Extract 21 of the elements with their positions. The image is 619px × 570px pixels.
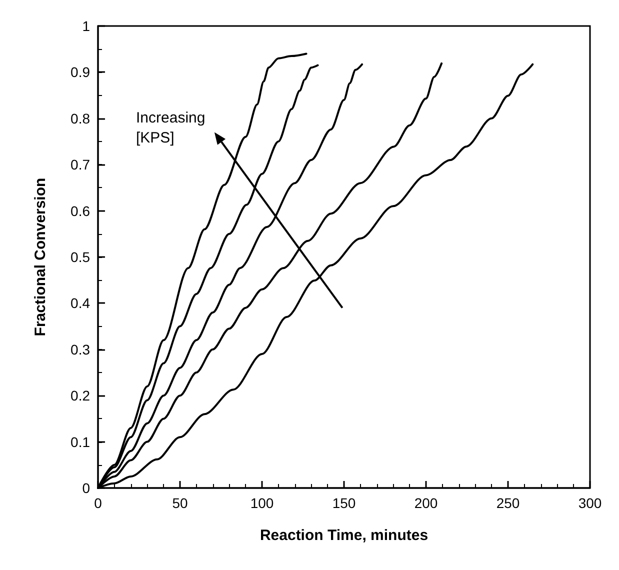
x-tick-label: 0 [94,495,102,511]
y-tick-label: 0.9 [70,64,90,80]
x-tick-label: 250 [496,495,520,511]
x-tick-label: 300 [578,495,602,511]
x-tick-label: 150 [332,495,356,511]
y-tick-label: 0.1 [70,434,90,450]
y-tick-label: 0.5 [70,249,90,265]
y-tick-label: 0 [82,480,90,496]
x-axis-title: Reaction Time, minutes [260,527,428,544]
x-tick-label: 50 [172,495,188,511]
y-tick-label: 0.4 [70,295,90,312]
annotation: Increasing [KPS] [136,110,206,146]
y-tick-label: 0.6 [70,202,90,219]
y-tick-label: 0.3 [70,341,90,358]
x-tick-label: 200 [414,495,438,511]
y-tick-label: 0.7 [70,156,90,173]
y-tick-label: 1 [82,18,90,34]
x-tick-label: 100 [250,495,274,511]
y-tick-label: 0.8 [70,110,90,126]
y-tick-label: 0.2 [70,388,90,404]
y-axis-title: Fractional Conversion [32,178,49,336]
